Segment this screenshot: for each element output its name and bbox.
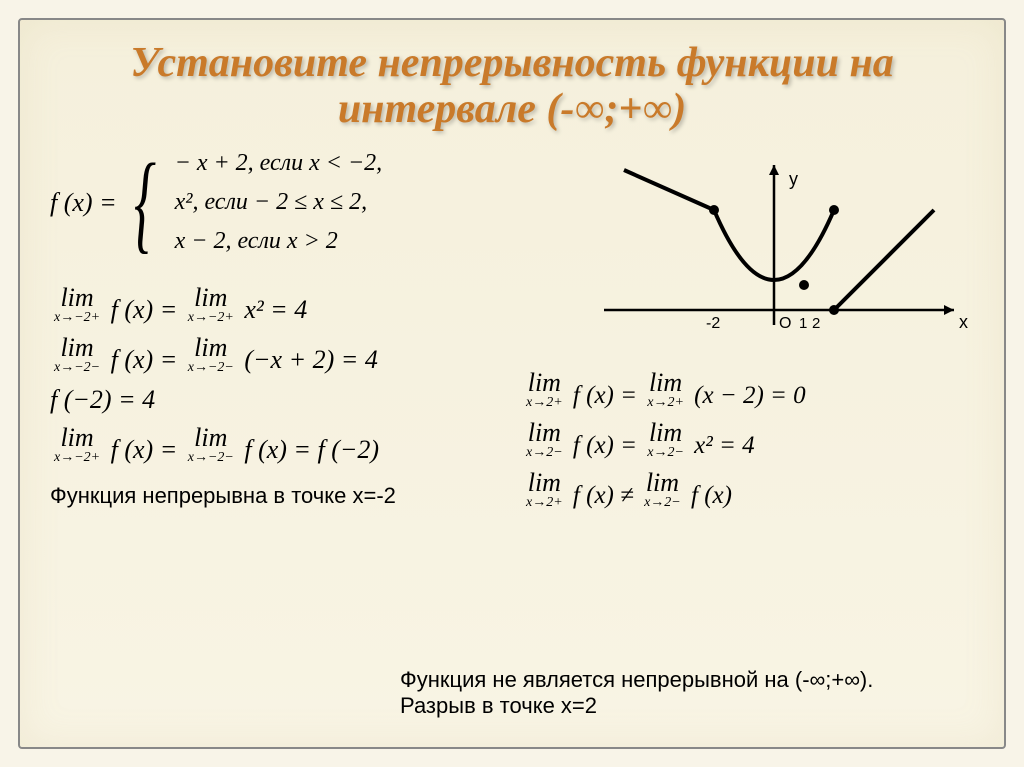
lim-symbol: limx→2− — [647, 420, 684, 460]
right-eq-3: limx→2+ f (x) ≠ limx→2− f (x) — [522, 470, 974, 510]
lim-symbol: limx→−2+ — [54, 425, 100, 465]
slide-title: Установите непрерывность функции на инте… — [50, 40, 974, 132]
right-column: y x O -2 1 2 limx→2+ f (x) = limx→2+ (x … — [522, 150, 974, 520]
origin-label: O — [779, 315, 791, 332]
left-eq-4: limx→−2+ f (x) = limx→−2− f (x) = f (−2) — [50, 425, 502, 465]
fx-label: f (x) = — [50, 188, 117, 218]
conclusion-1: Функция непрерывна в точке x=-2 — [50, 483, 502, 509]
slide: Установите непрерывность функции на инте… — [18, 18, 1006, 749]
lim-symbol: limx→−2− — [188, 335, 234, 375]
function-graph: y x O -2 1 2 — [594, 150, 974, 350]
piecewise-function: f (x) = { − x + 2, если x < −2, x², если… — [50, 150, 502, 255]
lim-symbol: limx→−2+ — [54, 285, 100, 325]
case-2: x², если − 2 ≤ x ≤ 2, — [175, 189, 383, 216]
right-eq-1: limx→2+ f (x) = limx→2+ (x − 2) = 0 — [522, 370, 974, 410]
lim-symbol: limx→−2+ — [188, 285, 234, 325]
conclusion-2: Функция не является непрерывной на (-∞;+… — [400, 667, 873, 719]
lim-symbol: limx→−2− — [54, 335, 100, 375]
conclusion-2a: Функция не является непрерывной на (-∞;+… — [400, 667, 873, 693]
left-eq-3: f (−2) = 4 — [50, 385, 502, 415]
cases: − x + 2, если x < −2, x², если − 2 ≤ x ≤… — [175, 150, 383, 255]
lim-symbol: limx→2+ — [526, 470, 563, 510]
x-axis-label: x — [959, 312, 968, 332]
left-brace: { — [134, 153, 156, 252]
right-math-block: limx→2+ f (x) = limx→2+ (x − 2) = 0 limx… — [522, 370, 974, 510]
case-3: x − 2, если x > 2 — [175, 228, 383, 255]
one-label: 1 — [799, 315, 807, 332]
neg2-label: -2 — [706, 315, 720, 332]
lim-symbol: limx→2− — [644, 470, 681, 510]
lim-symbol: limx→2+ — [647, 370, 684, 410]
left-eq-2: limx→−2− f (x) = limx→−2− (−x + 2) = 4 — [50, 335, 502, 375]
right-eq-2: limx→2− f (x) = limx→2− x² = 4 — [522, 420, 974, 460]
left-column: f (x) = { − x + 2, если x < −2, x², если… — [50, 150, 502, 520]
lim-symbol: limx→2+ — [526, 370, 563, 410]
content-area: f (x) = { − x + 2, если x < −2, x², если… — [50, 150, 974, 520]
conclusion-2b: Разрыв в точке x=2 — [400, 693, 873, 719]
graph-svg: y x O -2 1 2 — [594, 150, 974, 350]
two-label: 2 — [812, 315, 820, 332]
case-1: − x + 2, если x < −2, — [175, 150, 383, 177]
lim-symbol: limx→2− — [526, 420, 563, 460]
lim-symbol: limx→−2− — [188, 425, 234, 465]
y-axis-label: y — [789, 169, 798, 189]
left-eq-1: limx→−2+ f (x) = limx→−2+ x² = 4 — [50, 285, 502, 325]
